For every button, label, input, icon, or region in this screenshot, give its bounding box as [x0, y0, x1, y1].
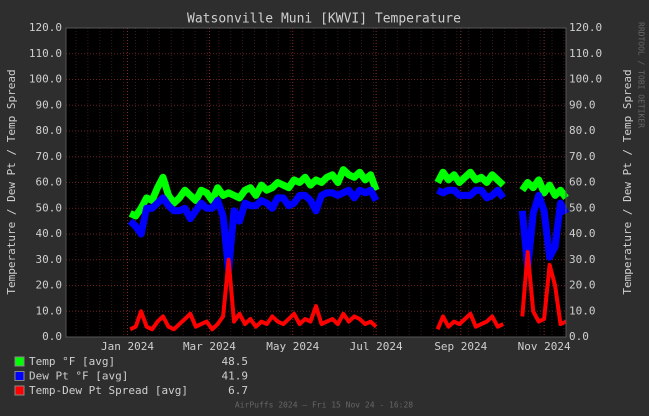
series-line: [129, 250, 567, 332]
legend-value: 6.7: [228, 384, 248, 397]
x-tick-label: Sep 2024: [434, 340, 487, 353]
x-tick-label: Jan 2024: [101, 340, 154, 353]
y2-tick-label: 40.0: [569, 227, 596, 240]
legend-label: Temp-Dew Pt Spread [avg]: [29, 384, 188, 397]
x-tick-label: Mar 2024: [183, 340, 236, 353]
y2-tick-label: 0.0: [569, 330, 589, 343]
y2-tick-label: 50.0: [569, 201, 596, 214]
x-tick-label: Nov 2024: [518, 340, 571, 353]
y-tick-label: 110.0: [29, 47, 62, 60]
series-line: [127, 186, 570, 274]
y-tick-label: 80.0: [36, 124, 63, 137]
legend-swatch: [14, 385, 25, 396]
y-tick-label: 40.0: [36, 227, 63, 240]
plot-border: [65, 27, 567, 338]
y-tick-label: 70.0: [36, 150, 63, 163]
y2-tick-label: 60.0: [569, 176, 596, 189]
legend-swatch: [14, 356, 25, 367]
legend-swatch: [14, 371, 25, 381]
x-tick-label: May 2024: [266, 340, 319, 353]
x-tick-label: Jul 2024: [350, 340, 403, 353]
y-tick-label: 0.0: [42, 330, 62, 343]
y-tick-label: 90.0: [36, 98, 63, 111]
y-tick-label: 60.0: [36, 176, 63, 189]
y-tick-label: 20.0: [36, 279, 63, 292]
chart-title: Watsonville Muni [KWVI] Temperature: [187, 12, 461, 27]
y2-tick-label: 110.0: [569, 47, 602, 60]
side-note: RRDTOOL / TOBI OETIKER: [637, 22, 646, 128]
series-line: [128, 166, 569, 220]
y-axis-label: Temperature / Dew Pt / Temp Spread: [5, 69, 18, 294]
y2-tick-label: 20.0: [569, 279, 596, 292]
y-tick-label: 50.0: [36, 201, 63, 214]
y-tick-label: 10.0: [36, 304, 63, 317]
legend-value: 41.9: [222, 370, 249, 383]
y2-tick-label: 120.0: [569, 21, 602, 34]
y2-tick-label: 90.0: [569, 98, 596, 111]
legend-value: 48.5: [222, 355, 249, 368]
footer: AirPuffs 2024 — Fri 15 Nov 24 - 16:28: [235, 401, 413, 410]
legend-label: Dew Pt °F [avg]: [29, 370, 128, 383]
legend-label: Temp °F [avg]: [29, 355, 115, 368]
y2-tick-label: 10.0: [569, 304, 596, 317]
y2-tick-label: 80.0: [569, 124, 596, 137]
y2-axis-label: Temperature / Dew Pt / Temp Spread: [621, 69, 634, 294]
y-tick-label: 30.0: [36, 253, 63, 266]
y-tick-label: 100.0: [29, 73, 62, 86]
y2-tick-label: 100.0: [569, 73, 602, 86]
y2-tick-label: 70.0: [569, 150, 596, 163]
y-tick-label: 120.0: [29, 21, 62, 34]
y2-tick-label: 30.0: [569, 253, 596, 266]
